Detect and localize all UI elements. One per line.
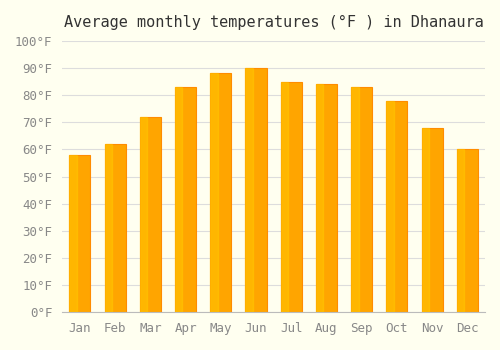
Bar — [280, 82, 302, 312]
Bar — [140, 117, 161, 312]
Bar — [70, 155, 90, 312]
Bar — [246, 68, 266, 312]
Bar — [316, 84, 337, 312]
Bar — [386, 100, 394, 312]
Bar — [246, 68, 253, 312]
Bar — [457, 149, 478, 312]
Bar — [457, 149, 464, 312]
Bar — [210, 74, 232, 312]
Bar — [175, 87, 182, 312]
Bar — [140, 117, 147, 312]
Bar — [422, 128, 429, 312]
Bar — [316, 84, 324, 312]
Bar — [386, 100, 407, 312]
Bar — [104, 144, 126, 312]
Bar — [280, 82, 288, 312]
Bar — [422, 128, 442, 312]
Bar — [104, 144, 112, 312]
Title: Average monthly temperatures (°F ) in Dhanaura: Average monthly temperatures (°F ) in Dh… — [64, 15, 484, 30]
Bar — [210, 74, 218, 312]
Bar — [351, 87, 358, 312]
Bar — [175, 87, 196, 312]
Bar — [351, 87, 372, 312]
Bar — [70, 155, 76, 312]
